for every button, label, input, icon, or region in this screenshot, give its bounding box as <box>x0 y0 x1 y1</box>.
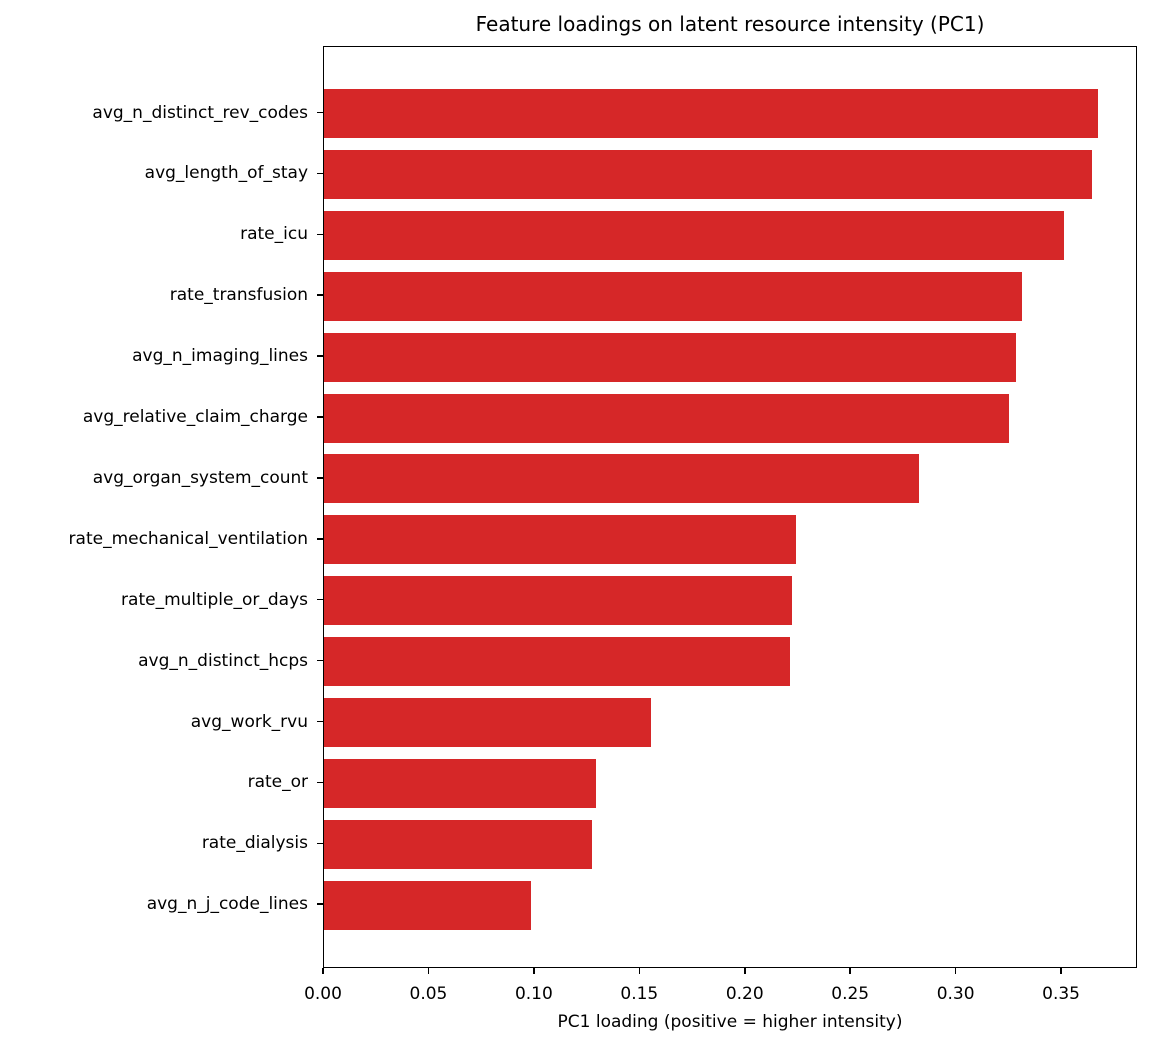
chart-title: Feature loadings on latent resource inte… <box>475 12 985 36</box>
bar-avg_relative_claim_charge <box>324 393 1010 443</box>
y-tick <box>317 477 323 479</box>
x-tick <box>533 968 535 974</box>
bar-avg_work_rvu <box>324 698 651 747</box>
x-tick <box>638 968 641 974</box>
y-tick <box>317 720 323 723</box>
bar-rate_multiple_or_days <box>324 576 793 626</box>
x-axis-label: PC1 loading (positive = higher intensity… <box>557 1012 903 1032</box>
x-tick <box>322 968 324 974</box>
y-tick-label: avg_n_imaging_lines <box>132 346 308 367</box>
x-tick <box>427 968 430 974</box>
x-tick <box>744 968 746 974</box>
bar-rate_or <box>324 758 597 808</box>
y-tick-label: rate_icu <box>240 224 308 245</box>
x-tick-label: 0.10 <box>514 984 553 1004</box>
x-tick-label: 0.35 <box>1042 984 1081 1004</box>
bar-avg_n_imaging_lines <box>324 332 1016 382</box>
bar-avg_n_j_code_lines <box>324 880 531 930</box>
y-tick-label: avg_length_of_stay <box>144 163 308 184</box>
y-tick-label: rate_multiple_or_days <box>121 589 308 610</box>
bar-avg_n_distinct_rev_codes <box>324 89 1098 138</box>
y-tick <box>317 172 323 175</box>
y-tick-label: avg_work_rvu <box>190 711 308 732</box>
bar-avg_n_distinct_hcps <box>324 637 791 687</box>
y-tick <box>317 659 323 662</box>
y-tick-label: avg_relative_claim_charge <box>82 407 308 427</box>
x-tick <box>954 968 957 974</box>
bar-rate_icu <box>324 210 1065 260</box>
y-tick <box>317 355 323 357</box>
y-tick <box>317 781 323 784</box>
y-tick <box>317 538 323 540</box>
x-tick <box>849 968 851 974</box>
y-tick <box>317 598 323 601</box>
y-tick-label: rate_or <box>247 772 308 793</box>
x-tick <box>1060 968 1062 974</box>
y-tick-label: rate_transfusion <box>169 285 308 306</box>
y-tick-label: avg_organ_system_count <box>92 467 308 488</box>
x-tick-label: 0.05 <box>409 984 448 1004</box>
x-tick-label: 0.30 <box>936 984 975 1004</box>
y-tick-label: avg_n_distinct_rev_codes <box>92 102 308 123</box>
x-tick-label: 0.20 <box>725 984 764 1004</box>
x-tick-label: 0.25 <box>831 984 870 1004</box>
y-tick <box>317 903 323 905</box>
x-tick-label: 0.15 <box>620 984 659 1004</box>
bar-rate_transfusion <box>324 271 1022 321</box>
y-tick <box>317 294 323 296</box>
y-tick <box>317 416 323 418</box>
bar-avg_organ_system_count <box>324 454 919 504</box>
y-tick-label: avg_n_j_code_lines <box>146 894 308 915</box>
bar-rate_dialysis <box>324 819 592 869</box>
bar-avg_length_of_stay <box>324 149 1092 199</box>
y-tick-label: avg_n_distinct_hcps <box>138 650 308 671</box>
y-tick-label: rate_mechanical_ventilation <box>68 528 308 549</box>
y-tick-label: rate_dialysis <box>201 833 308 854</box>
x-tick-label: 0.00 <box>304 984 342 1004</box>
bar-rate_mechanical_ventilation <box>324 515 797 565</box>
y-tick <box>317 842 323 845</box>
y-tick <box>317 111 323 114</box>
plot-area <box>323 46 1137 968</box>
y-tick <box>317 233 323 236</box>
